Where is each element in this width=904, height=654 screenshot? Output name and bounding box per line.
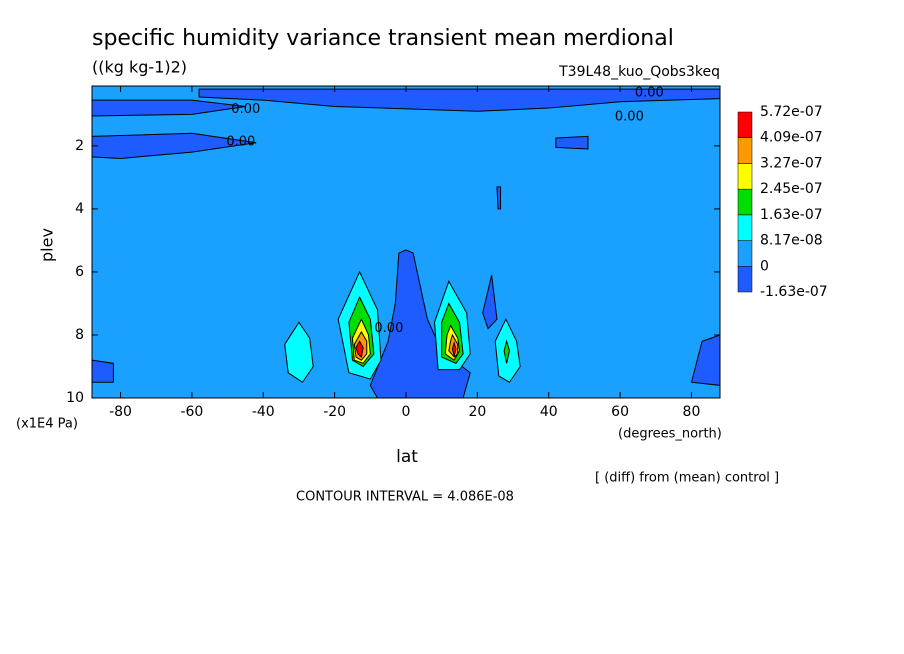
colorbar-swatch xyxy=(737,214,753,241)
x-units: (degrees_north) xyxy=(618,427,722,442)
x-tick-label: 20 xyxy=(468,404,486,420)
x-tick-label: -20 xyxy=(323,404,346,420)
x-tick-label: -80 xyxy=(109,404,132,420)
contour-label: 0.00 xyxy=(374,321,403,336)
colorbar-label: 1.63e-07 xyxy=(760,207,823,223)
x-tick-label: -40 xyxy=(252,404,275,420)
note: [ (diff) from (mean) control ] xyxy=(595,471,779,486)
contour-label: 0.00 xyxy=(231,102,260,117)
y-tick-label: 10 xyxy=(66,390,84,406)
y-tick-label: 2 xyxy=(75,138,84,154)
contour-region xyxy=(496,186,502,210)
colorbar-swatch xyxy=(737,188,753,216)
y-units: (x1E4 Pa) xyxy=(16,417,78,432)
colorbar-label: 5.72e-07 xyxy=(760,104,823,120)
colorbar-label: 0 xyxy=(760,258,769,274)
x-tick-label: -60 xyxy=(180,404,203,420)
colorbar-label: 4.09e-07 xyxy=(760,130,823,146)
contour-region xyxy=(555,135,589,150)
contour-region xyxy=(482,274,498,330)
colorbar-swatch xyxy=(737,111,753,138)
contour-label: 0.00 xyxy=(226,135,255,150)
contour-label: 0.00 xyxy=(615,110,644,125)
colorbar-label: 2.45e-07 xyxy=(760,181,823,197)
y-axis-label: plev xyxy=(38,228,57,262)
colorbar-swatch xyxy=(737,163,753,190)
colorbar-label: 8.17e-08 xyxy=(760,233,823,249)
y-tick-label: 4 xyxy=(75,201,84,217)
x-tick-label: 0 xyxy=(402,404,411,420)
contour-region xyxy=(355,340,364,358)
dataset: T39L48_kuo_Qobs3keq xyxy=(558,64,720,80)
colorbar-swatch xyxy=(737,266,753,293)
y-tick-label: 8 xyxy=(75,327,84,343)
colorbar-label: 3.27e-07 xyxy=(760,155,823,171)
units: ((kg kg-1)2) xyxy=(92,58,187,77)
y-tick-label: 6 xyxy=(75,264,84,280)
contour-region xyxy=(503,339,510,364)
chart-title: specific humidity variance transient mea… xyxy=(92,26,674,51)
contour-region xyxy=(284,321,314,383)
contour-interval: CONTOUR INTERVAL = 4.086E-08 xyxy=(296,490,514,505)
x-tick-label: 40 xyxy=(540,404,558,420)
x-tick-label: 60 xyxy=(611,404,629,420)
colorbar-swatch xyxy=(737,137,753,164)
colorbar-label: -1.63e-07 xyxy=(760,284,828,300)
x-axis-label: lat xyxy=(396,447,418,467)
contour-region xyxy=(91,359,114,383)
colorbar-swatch xyxy=(737,240,753,267)
x-tick-label: 80 xyxy=(683,404,701,420)
contour-region xyxy=(451,341,457,358)
contour-label: 0.00 xyxy=(635,86,664,101)
